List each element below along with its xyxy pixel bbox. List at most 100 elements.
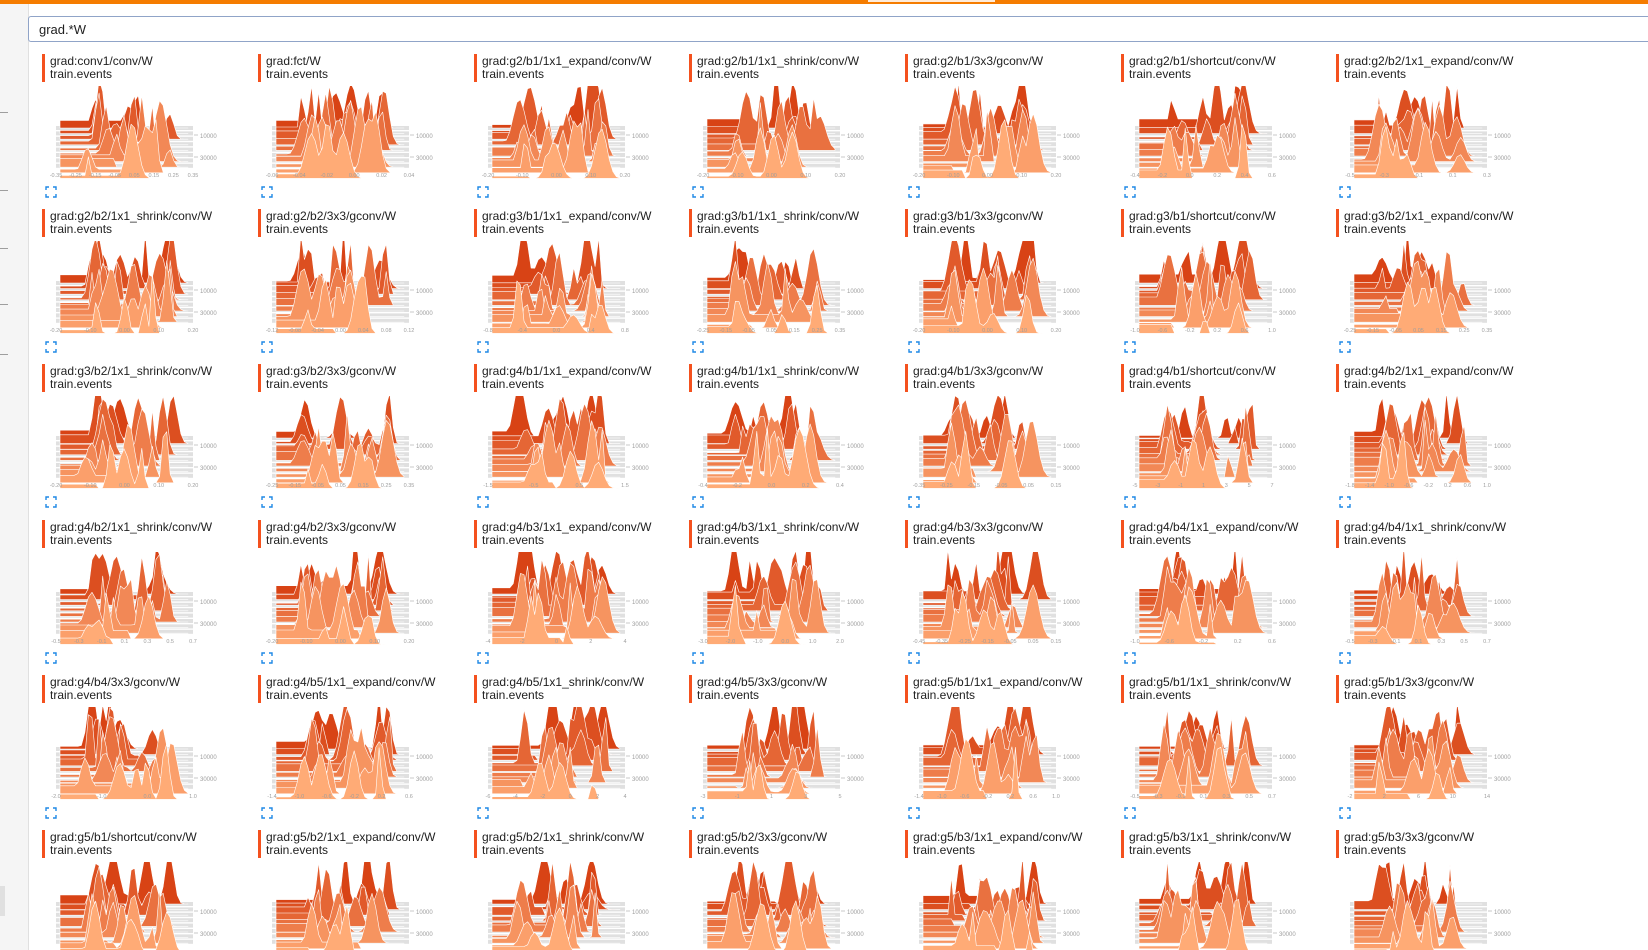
card-header: grad:g3/b2/1x1_shrink/conv/W train.events	[42, 364, 212, 392]
expand-icon[interactable]	[477, 186, 489, 198]
card-header: grad:g5/b3/3x3/gconv/W train.events	[1336, 830, 1474, 858]
expand-icon[interactable]	[477, 496, 489, 508]
x-tick-label: -0.20	[50, 328, 63, 334]
expand-icon[interactable]	[692, 341, 704, 353]
expand-icon[interactable]	[1339, 496, 1351, 508]
expand-icon[interactable]	[261, 496, 273, 508]
histogram-card: grad:g5/b3/1x1_expand/conv/W train.events…	[891, 820, 1117, 950]
expand-icon[interactable]	[477, 652, 489, 664]
expand-icon[interactable]	[692, 807, 704, 819]
expand-icon[interactable]	[908, 496, 920, 508]
expand-icon[interactable]	[1339, 652, 1351, 664]
x-tick-label: -0.1	[97, 639, 106, 645]
card-title: grad:g5/b2/1x1_expand/conv/W	[266, 830, 436, 844]
x-tick-label: 3	[1225, 483, 1228, 489]
expand-icon[interactable]	[45, 807, 57, 819]
card-title: grad:g2/b2/1x1_expand/conv/W	[1344, 54, 1514, 68]
expand-icon[interactable]	[45, 341, 57, 353]
histogram-chart: 10000 30000 -0.35 -0.25 -0.15 -0.05 0.05 0.15	[905, 396, 1115, 496]
histogram-chart: 10000 30000 -1.4 -1.0 -0.6 -0.2 0.2 0.6	[258, 707, 468, 807]
expand-icon-corner	[1347, 341, 1351, 345]
expand-icon[interactable]	[261, 652, 273, 664]
x-tick-label: -6	[486, 794, 491, 800]
y-tick-label: 30000	[847, 932, 864, 938]
tag-filter-input[interactable]	[28, 16, 1648, 42]
histogram-layer	[1138, 733, 1268, 795]
expand-icon[interactable]	[45, 186, 57, 198]
card-header: grad:g2/b1/1x1_expand/conv/W train.events	[474, 54, 651, 82]
expand-icon[interactable]	[45, 496, 57, 508]
expand-icon[interactable]	[261, 807, 273, 819]
expand-icon-corner	[916, 349, 920, 353]
expand-icon-corner	[45, 194, 49, 198]
y-tick-label: 10000	[416, 755, 433, 761]
expand-icon[interactable]	[477, 341, 489, 353]
expand-icon[interactable]	[261, 341, 273, 353]
histogram-layer	[59, 900, 180, 950]
expand-icon[interactable]	[692, 496, 704, 508]
expand-icon[interactable]	[477, 807, 489, 819]
expand-icon-corner	[45, 660, 49, 664]
expand-icon[interactable]	[692, 186, 704, 198]
card-title: grad:g4/b4/1x1_expand/conv/W	[1129, 520, 1299, 534]
run-name: train.events	[482, 533, 545, 547]
x-tick-label: -0.6	[322, 794, 331, 800]
histogram-card: grad:g4/b4/3x3/gconv/W train.events 10000 3…	[28, 665, 254, 828]
card-title: grad:g4/b2/1x1_shrink/conv/W	[50, 520, 213, 534]
card-header: grad:g3/b2/1x1_expand/conv/W train.events	[1336, 209, 1513, 237]
expand-icon[interactable]	[908, 186, 920, 198]
expand-icon[interactable]	[1124, 341, 1136, 353]
expand-icon[interactable]	[908, 807, 920, 819]
x-tick-label: -0.2	[1158, 173, 1167, 179]
x-tick-label: 0.6	[1464, 483, 1472, 489]
card-header: grad:g5/b3/1x1_shrink/conv/W train.events	[1121, 830, 1291, 858]
x-tick-label: 0.8	[621, 328, 629, 334]
sidebar-scrollbar-thumb[interactable]	[0, 886, 5, 916]
y-tick-label: 30000	[1494, 777, 1511, 783]
run-name: train.events	[1129, 222, 1192, 236]
expand-icon[interactable]	[1124, 652, 1136, 664]
expand-icon[interactable]	[1124, 807, 1136, 819]
histogram-chart: 10000 30000 -3.0 -2.0 -1.0 0.0 1.0 2.0	[689, 552, 899, 652]
histogram-chart: 10000 30000 -2.0 -1.0 0.0 1.0	[42, 707, 252, 807]
x-tick-label: 0.1	[1449, 173, 1457, 179]
expand-icon[interactable]	[1124, 496, 1136, 508]
histogram-layer	[59, 578, 189, 628]
expand-icon[interactable]	[1339, 807, 1351, 819]
card-header: grad:g5/b1/3x3/gconv/W train.events	[1336, 675, 1474, 703]
expand-icon-corner	[700, 341, 704, 345]
y-tick-label: 10000	[200, 134, 217, 140]
expand-icon[interactable]	[261, 186, 273, 198]
histogram-chart: 10000 30000 -0.20 -0.10 0.00 0.10 0.20	[689, 86, 899, 186]
card-title: grad:g2/b1/1x1_expand/conv/W	[482, 54, 652, 68]
sidebar-divider	[0, 354, 8, 355]
expand-icon[interactable]	[908, 341, 920, 353]
histogram-chart: 10000 30000 -1.0 -0.6 -0.2 0.2 0.6	[1121, 552, 1331, 652]
expand-icon[interactable]	[1339, 341, 1351, 353]
expand-icon[interactable]	[908, 652, 920, 664]
expand-icon[interactable]	[45, 652, 57, 664]
histogram-layer	[491, 280, 621, 334]
expand-icon[interactable]	[1339, 186, 1351, 198]
expand-icon-corner	[700, 504, 704, 508]
grid-band	[1135, 779, 1272, 784]
histogram-chart: 10000 30000 -1.5 -0.5 0.5 1.5	[474, 396, 684, 496]
x-tick-label: -0.3	[1153, 794, 1162, 800]
expand-icon-corner	[45, 815, 49, 819]
histogram-layer	[491, 420, 621, 484]
histogram-chart: 10000 30000	[1336, 862, 1546, 950]
expand-icon[interactable]	[692, 652, 704, 664]
x-tick-label: -0.25	[1344, 328, 1357, 334]
histogram-layer	[491, 907, 573, 950]
x-tick-label: -0.5	[529, 483, 538, 489]
x-tick-label: 0.2	[1213, 328, 1221, 334]
expand-icon[interactable]	[1124, 186, 1136, 198]
histogram-svg: 10000 30000 -0.5 -0.3 -0.1 0.1 0.3 0.5 0.7	[1130, 708, 1296, 800]
histogram-chart: 10000 30000 -0.25 -0.15 -0.05 0.05 0.15 0.25 0.3…	[689, 241, 899, 341]
expand-icon-corner	[477, 807, 481, 811]
x-tick-label: -0.25	[69, 173, 82, 179]
y-tick-label: 10000	[1279, 134, 1296, 140]
y-tick-label: 30000	[1063, 466, 1080, 472]
x-tick-label: 10	[1450, 794, 1456, 800]
expand-icon-corner	[908, 349, 912, 353]
